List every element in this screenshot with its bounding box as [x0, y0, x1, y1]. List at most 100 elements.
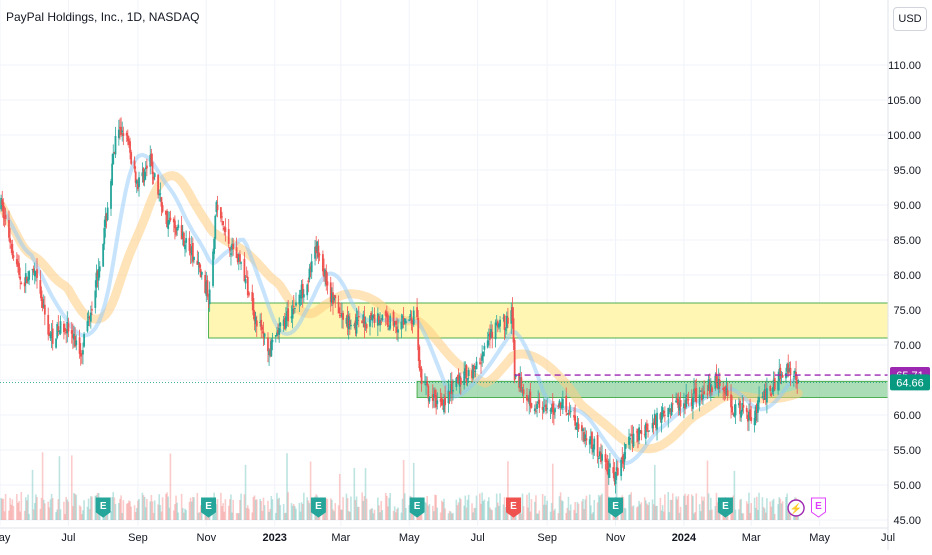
candle-body	[135, 180, 138, 184]
candle-body	[39, 280, 42, 294]
volume-bar	[692, 496, 694, 520]
candle-body	[686, 397, 689, 399]
candle-body	[245, 276, 248, 278]
candle-body	[487, 333, 490, 337]
candle-body	[302, 294, 305, 298]
candle-body	[692, 397, 694, 409]
candle-body	[584, 434, 587, 442]
candle-body	[207, 300, 210, 302]
candle-body	[640, 430, 643, 435]
volume-bar	[32, 509, 35, 520]
candle-body	[656, 412, 658, 430]
candle-body	[357, 316, 360, 318]
volume-bar	[684, 493, 686, 520]
candle-body	[637, 428, 639, 442]
candle-body	[130, 152, 133, 164]
volume-bar	[196, 493, 199, 520]
volume-bar	[584, 499, 587, 520]
volume-bar	[349, 511, 351, 520]
volume-bar	[174, 504, 176, 520]
volume-bar	[356, 506, 359, 520]
candle-body	[191, 242, 194, 262]
volume-bar	[495, 493, 498, 520]
candle-body	[24, 273, 27, 283]
candle-body	[683, 403, 685, 409]
volume-bar	[574, 502, 576, 520]
volume-bar	[11, 499, 14, 520]
candle-body	[19, 276, 22, 280]
candle-body	[361, 320, 364, 324]
x-tick-label: Nov	[606, 532, 626, 544]
candle-body	[510, 310, 513, 324]
candle-body	[106, 207, 109, 220]
volume-bar	[66, 499, 69, 520]
candle-body	[365, 324, 368, 329]
candle-body	[96, 270, 99, 277]
volume-bar	[167, 496, 169, 520]
volume-bar	[778, 497, 781, 520]
volume-bar	[347, 511, 350, 520]
candle-body	[489, 332, 491, 340]
candle-body	[198, 263, 201, 268]
volume-bar	[678, 512, 681, 520]
candle-body	[36, 269, 38, 278]
candle-body	[215, 201, 218, 213]
volume-bar	[248, 508, 250, 520]
volume-bar	[332, 509, 334, 520]
candle-body	[530, 403, 533, 408]
candle-body	[356, 319, 359, 321]
volume-bar	[364, 468, 367, 520]
volume-bar	[433, 511, 435, 520]
volume-bar	[686, 495, 689, 520]
candle-body	[750, 417, 753, 422]
volume-bar	[362, 500, 365, 520]
volume-bar	[251, 512, 254, 520]
candle-body	[329, 282, 332, 303]
currency-button[interactable]: USD	[893, 7, 927, 31]
volume-bar	[275, 512, 277, 520]
candle-body	[199, 268, 202, 278]
volume-bar	[184, 508, 186, 520]
volume-bar	[475, 495, 478, 520]
volume-bar	[545, 504, 547, 520]
candle-body	[770, 393, 773, 396]
candle-body	[51, 328, 54, 344]
volume-bar	[106, 512, 109, 520]
volume-bar	[87, 498, 90, 520]
candle-body	[717, 378, 720, 389]
candle-body	[94, 290, 97, 308]
candle-body	[41, 299, 44, 308]
volume-bar	[350, 496, 352, 520]
candle-body	[521, 390, 524, 392]
candle-body	[541, 407, 544, 410]
candle-body	[467, 370, 470, 376]
volume-bar	[527, 507, 529, 520]
candle-body	[161, 205, 164, 212]
volume-bar	[651, 499, 654, 520]
volume-bar	[238, 513, 240, 520]
volume-bar	[670, 499, 673, 520]
candle-body	[711, 387, 713, 393]
candle-body	[88, 316, 91, 320]
volume-bar	[773, 513, 776, 520]
candle-body	[546, 408, 549, 410]
candle-body	[380, 321, 383, 323]
candle-body	[601, 454, 603, 461]
candle-body	[733, 413, 736, 417]
candle-body	[677, 398, 680, 408]
x-tick-label: 2024	[672, 532, 697, 544]
volume-bar	[300, 502, 303, 520]
x-tick-label: Nov	[197, 532, 217, 544]
candle-body	[269, 349, 272, 356]
candle-body	[551, 403, 554, 413]
candle-body	[533, 408, 536, 412]
candle-body	[255, 320, 258, 327]
candle-body	[598, 451, 601, 457]
y-tick-label: 95.00	[893, 165, 921, 177]
volume-bar	[499, 493, 501, 520]
volume-bar	[715, 492, 718, 520]
volume-bar	[498, 505, 500, 520]
volume-bar	[763, 508, 766, 520]
